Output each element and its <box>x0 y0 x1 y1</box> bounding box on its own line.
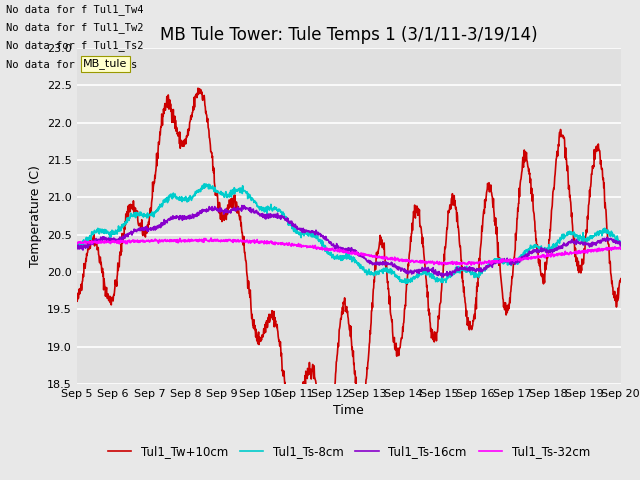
Tul1_Ts-16cm <box>438 274 445 280</box>
Text: No data for f Tul1_Ts: No data for f Tul1_Ts <box>6 59 138 70</box>
Text: MB_tule: MB_tule <box>83 59 127 70</box>
Tul1_Tw+10cm <box>115 262 123 268</box>
Tul1_Ts-8cm <box>304 228 312 234</box>
Tul1_Tw+10cm <box>73 297 81 303</box>
Y-axis label: Temperature (C): Temperature (C) <box>29 165 42 267</box>
Tul1_Ts-16cm <box>617 242 625 248</box>
Line: Tul1_Tw+10cm: Tul1_Tw+10cm <box>77 88 621 435</box>
Tul1_Ts-16cm <box>325 240 333 245</box>
Tul1_Ts-8cm <box>316 238 323 243</box>
Line: Tul1_Ts-16cm: Tul1_Ts-16cm <box>77 205 621 277</box>
Text: No data for f Tul1_Ts2: No data for f Tul1_Ts2 <box>6 40 144 51</box>
Tul1_Ts-32cm <box>325 247 333 252</box>
Tul1_Ts-16cm <box>137 227 145 232</box>
Tul1_Ts-32cm <box>617 246 625 252</box>
Legend: Tul1_Tw+10cm, Tul1_Ts-8cm, Tul1_Ts-16cm, Tul1_Ts-32cm: Tul1_Tw+10cm, Tul1_Ts-8cm, Tul1_Ts-16cm,… <box>103 440 595 463</box>
Line: Tul1_Ts-8cm: Tul1_Ts-8cm <box>77 184 621 283</box>
Title: MB Tule Tower: Tule Temps 1 (3/1/11-3/19/14): MB Tule Tower: Tule Temps 1 (3/1/11-3/19… <box>160 25 538 44</box>
Tul1_Tw+10cm <box>194 85 202 91</box>
Tul1_Ts-32cm <box>467 262 475 268</box>
Tul1_Tw+10cm <box>383 276 391 281</box>
Tul1_Tw+10cm <box>137 220 145 226</box>
Tul1_Ts-16cm <box>238 203 246 208</box>
Line: Tul1_Ts-32cm: Tul1_Ts-32cm <box>77 238 621 265</box>
Tul1_Ts-8cm <box>325 251 333 257</box>
Tul1_Tw+10cm <box>327 432 335 438</box>
Tul1_Ts-32cm <box>316 246 323 252</box>
Text: No data for f Tul1_Tw2: No data for f Tul1_Tw2 <box>6 22 144 33</box>
Tul1_Ts-16cm <box>115 237 123 242</box>
Tul1_Ts-8cm <box>402 280 410 286</box>
Tul1_Ts-32cm <box>304 243 312 249</box>
Tul1_Ts-16cm <box>73 246 81 252</box>
Tul1_Ts-16cm <box>383 261 390 266</box>
Tul1_Ts-32cm <box>115 238 123 244</box>
Tul1_Tw+10cm <box>304 368 312 373</box>
Tul1_Ts-8cm <box>73 241 81 247</box>
Tul1_Ts-16cm <box>316 231 323 237</box>
Tul1_Ts-16cm <box>304 228 312 234</box>
Tul1_Ts-8cm <box>115 227 123 233</box>
Tul1_Ts-8cm <box>200 181 208 187</box>
Tul1_Tw+10cm <box>325 425 333 431</box>
Tul1_Ts-32cm <box>137 238 145 243</box>
Tul1_Ts-8cm <box>383 265 390 271</box>
Text: No data for f Tul1_Tw4: No data for f Tul1_Tw4 <box>6 4 144 15</box>
Tul1_Ts-8cm <box>617 240 625 245</box>
Tul1_Ts-8cm <box>137 209 145 215</box>
X-axis label: Time: Time <box>333 405 364 418</box>
Tul1_Tw+10cm <box>316 407 323 412</box>
Tul1_Ts-32cm <box>207 235 215 241</box>
Tul1_Ts-32cm <box>73 240 81 246</box>
Tul1_Ts-32cm <box>383 255 390 261</box>
Tul1_Tw+10cm <box>617 276 625 282</box>
